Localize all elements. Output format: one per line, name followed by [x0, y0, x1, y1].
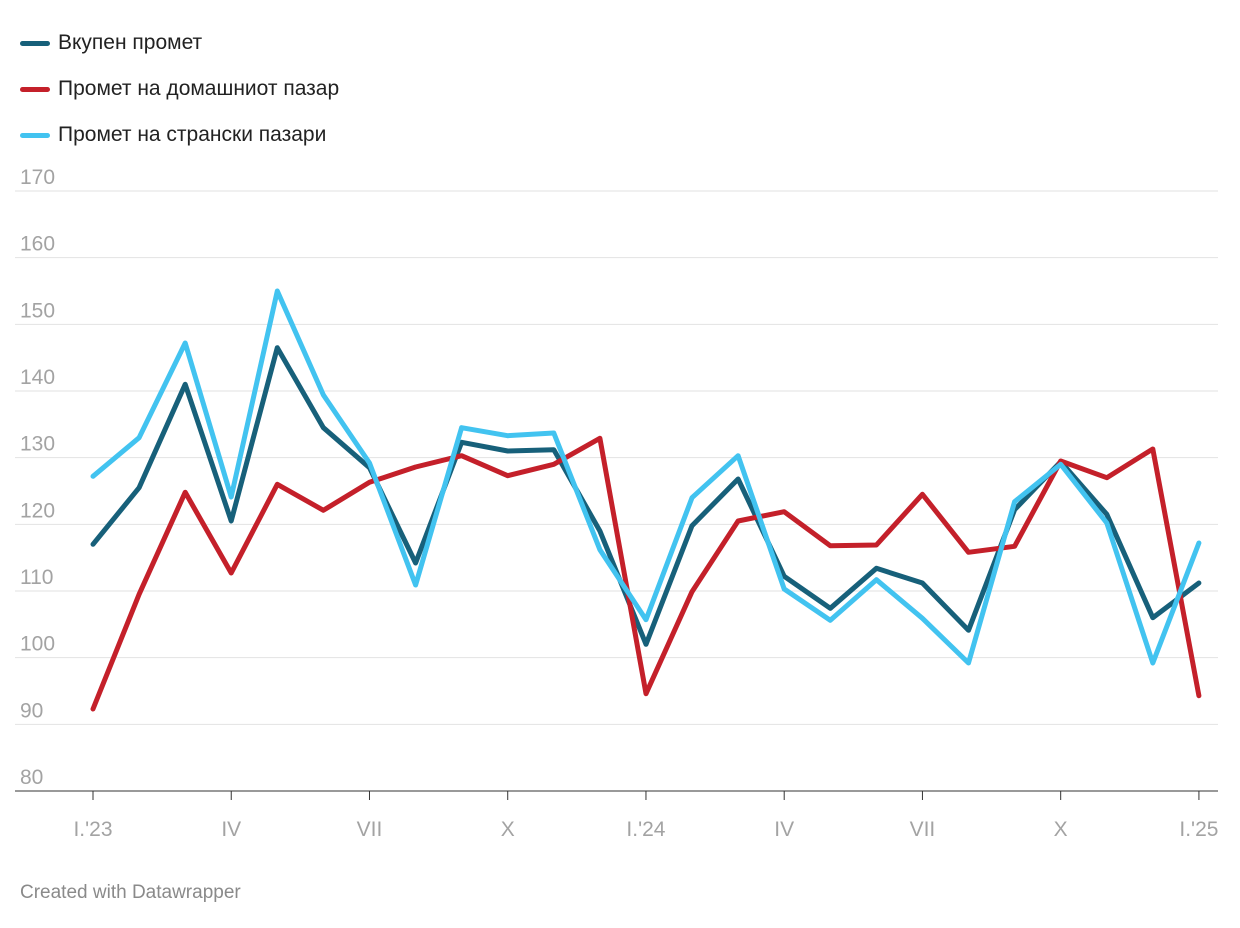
- legend-label-foreign: Промет на странски пазари: [58, 123, 327, 146]
- legend-swatch-domestic: [20, 86, 50, 92]
- legend-swatch-total: [20, 40, 50, 46]
- x-tick-label-5: IV: [774, 818, 794, 841]
- y-tick-label-150: 150: [20, 299, 55, 322]
- y-tick-label-130: 130: [20, 433, 55, 456]
- y-tick-label-110: 110: [20, 566, 53, 589]
- legend-label-domestic: Промет на домашниот пазар: [58, 77, 340, 100]
- x-tick-label-8: I.'25: [1179, 818, 1218, 841]
- legend-item-foreign: Промет на странски пазари: [20, 116, 339, 162]
- y-tick-label-90: 90: [20, 699, 43, 722]
- x-tick-label-1: IV: [221, 818, 241, 841]
- y-tick-label-80: 80: [20, 766, 43, 789]
- y-tick-label-100: 100: [20, 633, 55, 656]
- y-tick-label-170: 170: [20, 166, 55, 189]
- x-tick-label-0: I.'23: [73, 818, 112, 841]
- series-line-foreign: [90, 288, 1202, 666]
- y-tick-label-140: 140: [20, 366, 55, 389]
- x-tick-label-7: X: [1054, 818, 1068, 841]
- legend-label-total: Вкупен промет: [58, 31, 203, 54]
- x-tick-label-2: VII: [357, 818, 383, 841]
- legend-item-domestic: Промет на домашниот пазар: [20, 70, 339, 116]
- y-tick-label-120: 120: [20, 499, 55, 522]
- legend-swatch-foreign: [20, 132, 50, 138]
- x-tick-label-4: I.'24: [626, 818, 665, 841]
- footer-credit: Created with Datawrapper: [20, 882, 241, 903]
- line-chart: 80 90 100 110 120 130 140 150 160 170 I.'23 IV VII X I…: [15, 166, 1218, 841]
- x-tick-label-6: VII: [910, 818, 936, 841]
- legend-item-total: Вкупен промет: [20, 24, 339, 70]
- y-tick-label-160: 160: [20, 233, 55, 256]
- x-tick-label-3: X: [501, 818, 515, 841]
- series-line-domestic: [90, 435, 1202, 712]
- legend: Вкупен промет Промет на домашниот пазар …: [20, 24, 339, 162]
- series-line-total: [90, 345, 1202, 647]
